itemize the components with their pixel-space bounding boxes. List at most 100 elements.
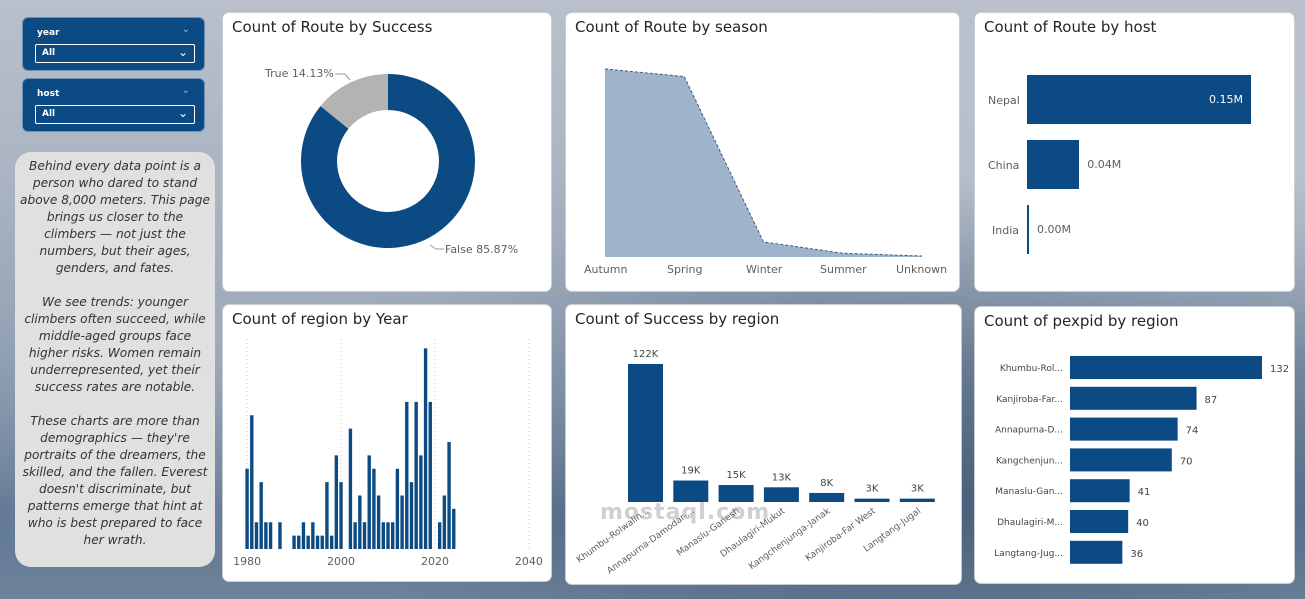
host-slicer[interactable]: host ⌄ All ⌄	[22, 78, 205, 132]
year-bar[interactable]	[376, 495, 381, 550]
y-tick-label: Dhaulagiri-M...	[997, 518, 1063, 528]
y-tick-label: China	[988, 159, 1020, 172]
year-bar[interactable]	[372, 468, 376, 549]
chevron-down-icon[interactable]: ⌄	[181, 85, 190, 96]
pexpid-bar[interactable]	[1070, 417, 1178, 441]
year-bar[interactable]	[297, 535, 301, 549]
year-bar[interactable]	[381, 522, 385, 549]
year-bar[interactable]	[353, 522, 357, 549]
host-dropdown-value: All	[42, 109, 56, 119]
x-tick-label: 2000	[327, 555, 356, 568]
region-bar[interactable]	[809, 492, 845, 502]
year-bar[interactable]	[245, 468, 249, 549]
donut-slice-false[interactable]	[301, 74, 475, 248]
year-bar[interactable]	[339, 482, 343, 549]
region-bar[interactable]	[899, 498, 935, 502]
pexpid-bar[interactable]	[1070, 540, 1123, 564]
year-bar[interactable]	[447, 442, 451, 549]
year-dropdown-value: All	[42, 48, 56, 58]
year-bar[interactable]	[419, 455, 423, 549]
bar-nepal[interactable]	[1027, 75, 1251, 124]
year-bar[interactable]	[254, 522, 259, 549]
data-label: 87	[1205, 395, 1218, 406]
region-bar[interactable]	[628, 364, 663, 502]
donut-slice-true[interactable]	[320, 74, 388, 129]
year-bar[interactable]	[409, 482, 414, 549]
card-success-by-region[interactable]: Count of Success by region 122K Khumbu-Ro…	[565, 304, 962, 585]
year-bar[interactable]	[367, 455, 371, 549]
year-slicer[interactable]: year ⌄ All ⌄	[22, 17, 205, 71]
year-bar[interactable]	[391, 522, 395, 549]
region-bar[interactable]	[673, 480, 709, 502]
year-slicer-title: year	[37, 28, 60, 38]
pexpid-bar[interactable]	[1070, 356, 1262, 379]
card-region-by-year[interactable]: Count of region by Year 1980 2000 2020 2…	[222, 304, 552, 582]
region-bar[interactable]	[854, 498, 890, 502]
year-bar[interactable]	[386, 522, 390, 549]
card-route-by-season[interactable]: Count of Route by season Autumn Spring W…	[565, 12, 960, 292]
year-bar-chart	[245, 339, 530, 550]
pexpid-bar[interactable]	[1070, 448, 1172, 472]
year-bar[interactable]	[358, 495, 362, 550]
region-bar[interactable]	[718, 485, 754, 502]
year-bar[interactable]	[428, 401, 432, 549]
card-pexpid-by-region[interactable]: Count of pexpid by region 132 Khumbu-Rol.…	[974, 306, 1295, 584]
data-label: 0.00M	[1037, 223, 1071, 236]
bar-india[interactable]	[1027, 205, 1029, 254]
card-route-by-host[interactable]: Count of Route by host Nepal China India…	[974, 12, 1295, 292]
year-bar[interactable]	[325, 482, 329, 549]
year-bar[interactable]	[278, 522, 282, 549]
year-bar[interactable]	[452, 508, 456, 549]
year-bar[interactable]	[362, 522, 367, 549]
data-label: 0.04M	[1087, 158, 1122, 171]
year-bar[interactable]	[315, 535, 320, 549]
year-bar[interactable]	[405, 401, 409, 549]
year-bar[interactable]	[348, 428, 353, 549]
pexpid-bar[interactable]	[1070, 510, 1129, 533]
area-series[interactable]	[605, 69, 922, 257]
slice-label-false: False 85.87%	[445, 243, 519, 256]
chart-title: Count of region by Year	[232, 310, 408, 328]
pexpid-bar[interactable]	[1070, 479, 1130, 503]
story-text-box: Behind every data point is a person who …	[15, 152, 215, 567]
year-bar[interactable]	[292, 535, 296, 549]
year-bar[interactable]	[334, 455, 339, 549]
chevron-down-icon: ⌄	[177, 106, 188, 120]
year-bar[interactable]	[414, 401, 418, 549]
y-tick-label: Khumbu-Rol...	[1000, 364, 1063, 374]
x-tick-label: 1980	[233, 555, 262, 568]
year-bar[interactable]	[259, 482, 263, 549]
data-label: 19K	[681, 466, 701, 477]
data-label: 3K	[911, 484, 924, 495]
year-bar[interactable]	[264, 522, 268, 549]
pexpid-bar[interactable]	[1070, 386, 1197, 410]
success-bar-chart: 122KKhumbu-Rolwalin...19KAnnapurna-Damod…	[575, 349, 935, 576]
year-bar[interactable]	[301, 522, 306, 549]
area-chart	[604, 68, 923, 257]
y-tick-label: Annapurna-D...	[995, 426, 1063, 436]
chevron-down-icon: ⌄	[177, 45, 188, 59]
data-label: 41	[1138, 487, 1151, 498]
year-bar[interactable]	[306, 535, 310, 549]
host-dropdown[interactable]: All ⌄	[35, 105, 195, 124]
bar-china[interactable]	[1027, 140, 1080, 189]
y-tick-label: India	[992, 224, 1019, 237]
year-bar[interactable]	[423, 348, 428, 549]
chevron-down-icon[interactable]: ⌄	[181, 24, 190, 35]
chart-title: Count of pexpid by region	[984, 312, 1179, 330]
year-bar[interactable]	[400, 495, 404, 550]
year-bar[interactable]	[442, 495, 447, 550]
year-bar[interactable]	[437, 522, 442, 549]
y-tick-label: Manaslu-Gan...	[995, 487, 1063, 497]
year-bar[interactable]	[268, 522, 273, 549]
year-bar[interactable]	[311, 522, 315, 549]
card-route-by-success[interactable]: Count of Route by Success True 14.13% Fa…	[222, 12, 552, 292]
watermark: mostaql.com	[600, 500, 771, 525]
y-tick-label: Kanjiroba-Far...	[996, 395, 1063, 405]
year-bar[interactable]	[250, 415, 254, 549]
year-bar[interactable]	[329, 535, 334, 549]
region-bar[interactable]	[763, 487, 799, 502]
year-bar[interactable]	[395, 468, 400, 549]
year-dropdown[interactable]: All ⌄	[35, 44, 195, 63]
year-bar[interactable]	[320, 535, 324, 549]
